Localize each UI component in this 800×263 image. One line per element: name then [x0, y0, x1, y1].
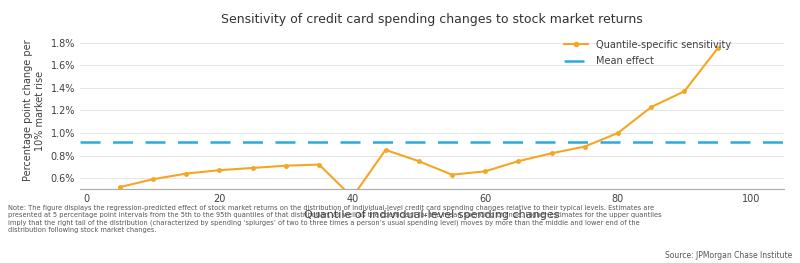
Legend: Quantile-specific sensitivity, Mean effect: Quantile-specific sensitivity, Mean effe…: [563, 39, 730, 66]
Text: Note: The figure displays the regression-predicted effect of stock market return: Note: The figure displays the regression…: [8, 205, 662, 233]
X-axis label: Quantile of individual-level spending changes: Quantile of individual-level spending ch…: [304, 210, 560, 220]
Title: Sensitivity of credit card spending changes to stock market returns: Sensitivity of credit card spending chan…: [221, 13, 643, 26]
Text: Source: JPMorgan Chase Institute: Source: JPMorgan Chase Institute: [665, 251, 792, 260]
Y-axis label: Percentage point change per
10% market rise: Percentage point change per 10% market r…: [23, 40, 45, 181]
